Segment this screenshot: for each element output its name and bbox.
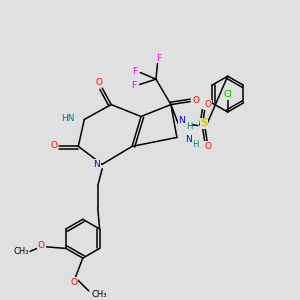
Text: S: S (200, 118, 208, 128)
Text: O: O (96, 78, 103, 87)
Text: O: O (70, 278, 77, 287)
Text: H: H (192, 140, 199, 149)
Text: N: N (94, 160, 100, 169)
Text: CH₃: CH₃ (92, 290, 107, 299)
Text: F: F (156, 54, 161, 63)
Text: N: N (185, 135, 192, 144)
Text: CH₃: CH₃ (13, 248, 28, 256)
Text: O: O (50, 141, 57, 150)
Text: O: O (204, 100, 211, 109)
Text: HN: HN (61, 114, 75, 123)
Text: F: F (133, 68, 138, 76)
Text: H: H (186, 122, 192, 131)
Text: O: O (38, 241, 45, 250)
Text: Cl: Cl (223, 90, 232, 99)
Text: F: F (131, 81, 136, 90)
Text: O: O (193, 96, 200, 105)
Text: N: N (178, 116, 185, 125)
Text: O: O (204, 142, 211, 151)
